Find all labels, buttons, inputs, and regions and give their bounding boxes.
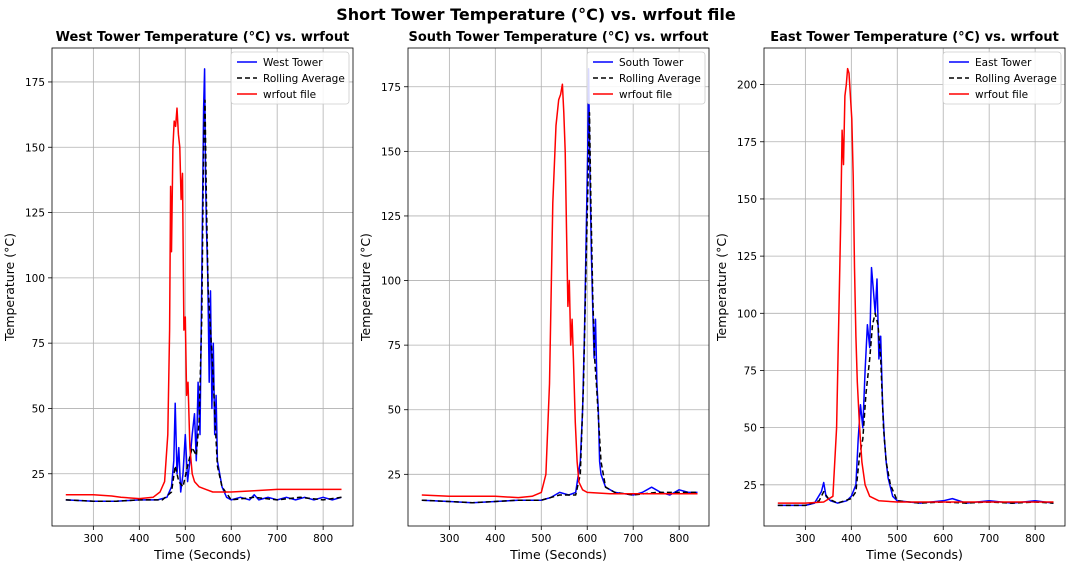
chart-panel-2: South Tower Temperature (°C) vs. wrfout 3…: [358, 30, 710, 562]
chart-title: West Tower Temperature (°C) vs. wrfout: [56, 30, 350, 45]
x-tick-label: 400: [129, 533, 149, 545]
x-tick-label: 500: [887, 533, 907, 545]
panels: West Tower Temperature (°C) vs. wrfout 30…: [2, 30, 1066, 562]
y-axis-label: Temperature (°C): [2, 233, 17, 342]
y-tick-label: 75: [744, 365, 757, 377]
x-tick-label: 400: [485, 533, 505, 545]
series-group: [65, 68, 342, 502]
plot-frame: [763, 47, 1066, 527]
plot-frame: [51, 47, 354, 527]
series-line-rolling-average: [421, 111, 698, 504]
y-tick-label: 50: [32, 403, 45, 415]
y-tick-label: 25: [32, 469, 45, 481]
y-tick-label: 100: [737, 308, 757, 320]
plot-frame: [407, 47, 710, 527]
x-tick-label: 700: [623, 533, 643, 545]
series-line-east-tower: [777, 266, 1054, 507]
legend-box: [230, 51, 350, 105]
legend-label: wrfout file: [975, 89, 1028, 101]
x-tick-label: 700: [267, 533, 287, 545]
y-tick-label: 150: [25, 142, 45, 154]
legend-label: West Tower: [263, 57, 323, 69]
y-axis-label: Temperature (°C): [714, 233, 729, 342]
series-line-wrfout-file: [421, 83, 698, 499]
x-tick-label: 500: [175, 533, 195, 545]
y-tick-label: 25: [388, 469, 401, 481]
x-axis-label: Time (Seconds): [509, 547, 607, 562]
y-tick-label: 125: [381, 211, 401, 223]
legend-label: Rolling Average: [975, 73, 1057, 85]
x-tick-label: 800: [669, 533, 689, 545]
legend-box: [586, 51, 706, 105]
y-tick-label: 75: [32, 338, 45, 350]
x-tick-label: 300: [439, 533, 459, 545]
y-tick-label: 100: [25, 273, 45, 285]
legend-label: South Tower: [619, 57, 684, 69]
series-line-wrfout-file: [65, 107, 342, 500]
series-line-rolling-average: [65, 99, 342, 502]
y-tick-label: 175: [25, 77, 45, 89]
y-tick-label: 100: [381, 276, 401, 288]
chart-panel-3: East Tower Temperature (°C) vs. wrfout 30…: [714, 30, 1066, 562]
series-line-south-tower: [421, 67, 698, 504]
series-line-west-tower: [65, 68, 342, 502]
x-tick-label: 300: [795, 533, 815, 545]
series-line-wrfout-file: [777, 67, 1054, 504]
y-tick-label: 125: [737, 251, 757, 263]
x-tick-label: 600: [577, 533, 597, 545]
legend-label: wrfout file: [263, 89, 316, 101]
legend: East Tower Rolling Average wrfout file: [942, 51, 1062, 105]
chart-title: East Tower Temperature (°C) vs. wrfout: [770, 30, 1059, 45]
x-axis-label: Time (Seconds): [153, 547, 251, 562]
series-group: [421, 67, 698, 504]
y-tick-label: 50: [744, 423, 757, 435]
legend-label: Rolling Average: [619, 73, 701, 85]
y-tick-label: 150: [381, 146, 401, 158]
legend-label: wrfout file: [619, 89, 672, 101]
legend-box: [942, 51, 1062, 105]
legend-label: East Tower: [975, 57, 1032, 69]
y-tick-label: 200: [737, 80, 757, 92]
y-tick-label: 50: [388, 405, 401, 417]
y-tick-label: 25: [744, 480, 757, 492]
y-tick-label: 125: [25, 208, 45, 220]
x-tick-label: 800: [313, 533, 333, 545]
legend-label: Rolling Average: [263, 73, 345, 85]
x-tick-label: 600: [221, 533, 241, 545]
y-axis-label: Temperature (°C): [358, 233, 373, 342]
x-tick-label: 400: [841, 533, 861, 545]
legend: West Tower Rolling Average wrfout file: [230, 51, 350, 105]
series-group: [777, 67, 1054, 507]
y-tick-label: 175: [381, 82, 401, 94]
x-tick-label: 700: [979, 533, 999, 545]
x-tick-label: 600: [933, 533, 953, 545]
legend: South Tower Rolling Average wrfout file: [586, 51, 706, 105]
series-line-rolling-average: [777, 312, 1054, 507]
y-tick-label: 175: [737, 137, 757, 149]
figure-suptitle: Short Tower Temperature (°C) vs. wrfout …: [336, 5, 736, 24]
x-tick-label: 300: [83, 533, 103, 545]
x-tick-label: 500: [531, 533, 551, 545]
y-tick-label: 75: [388, 340, 401, 352]
chart-panel-1: West Tower Temperature (°C) vs. wrfout 30…: [2, 30, 354, 562]
x-axis-label: Time (Seconds): [865, 547, 963, 562]
y-tick-label: 150: [737, 194, 757, 206]
x-tick-label: 800: [1025, 533, 1045, 545]
chart-title: South Tower Temperature (°C) vs. wrfout: [408, 30, 708, 45]
